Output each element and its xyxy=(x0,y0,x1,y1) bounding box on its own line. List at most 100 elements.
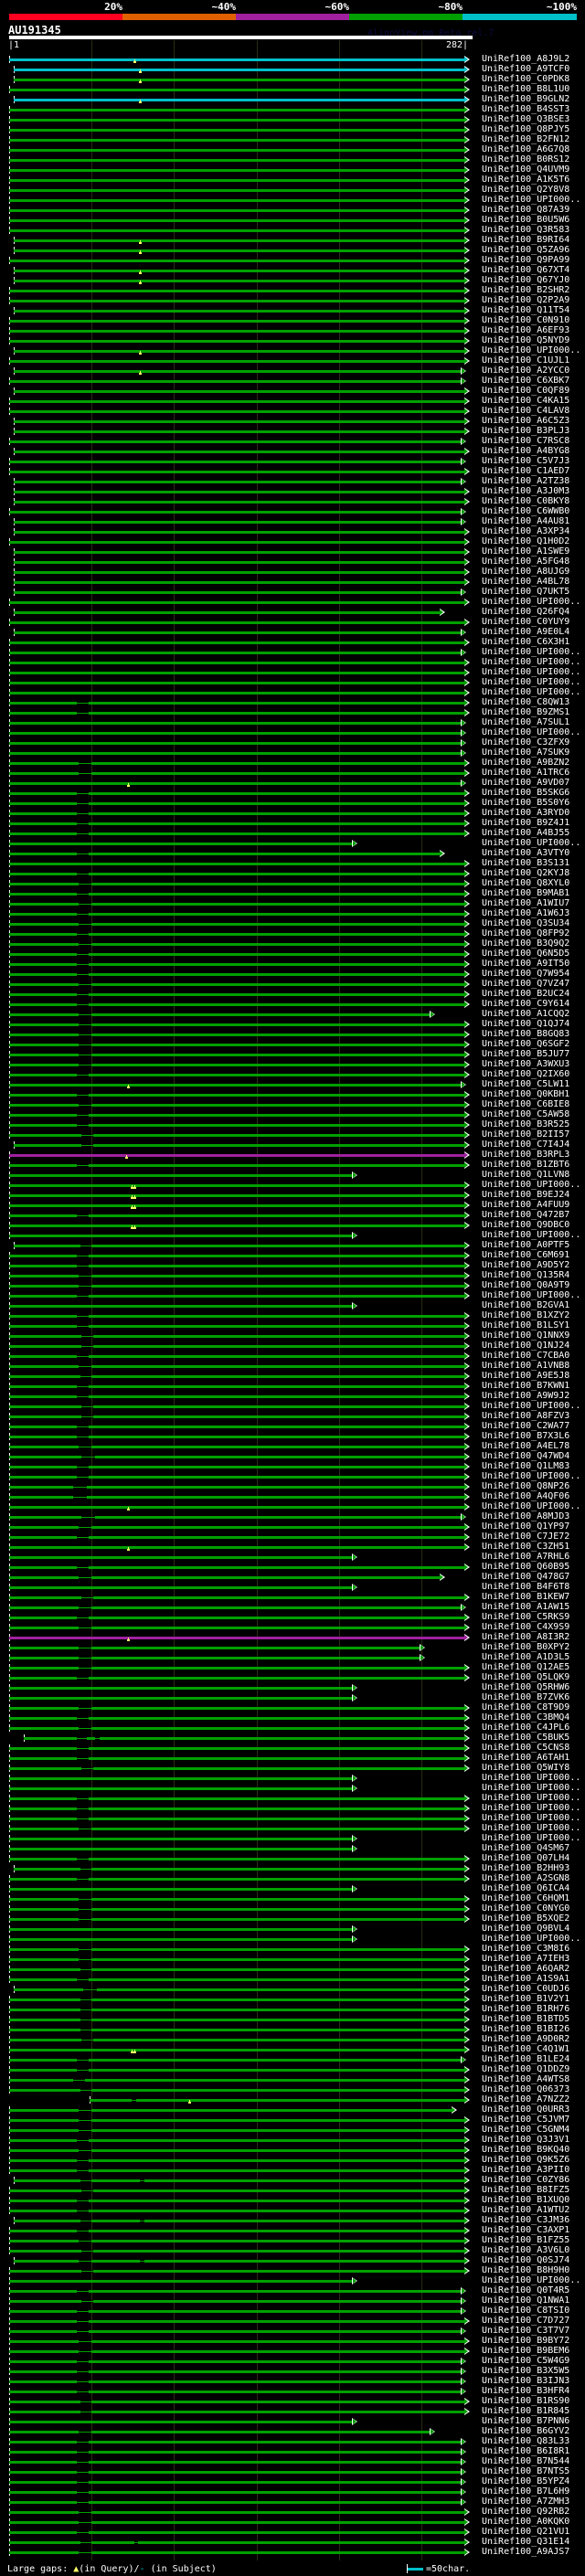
hit-label-link[interactable]: UniRef100_A8MJD3 xyxy=(482,1511,570,1521)
hit-label-link[interactable]: UniRef100_C3ZFX9 xyxy=(482,737,570,747)
hit-label-link[interactable]: UniRef100_Q92RB2 xyxy=(482,2507,570,2517)
hit-label-link[interactable]: UniRef100_UPI000.. xyxy=(482,1833,581,1843)
hit-label-link[interactable]: UniRef100_Q472B7 xyxy=(482,1210,570,1220)
hit-label-link[interactable]: UniRef100_B1KEW7 xyxy=(482,1592,570,1602)
hit-label-link[interactable]: UniRef100_Q9BVL4 xyxy=(482,1924,570,1934)
hit-label-link[interactable]: UniRef100_Q21VU1 xyxy=(482,2527,570,2537)
hit-label-link[interactable]: UniRef100_B3R525 xyxy=(482,1119,570,1129)
hit-label-link[interactable]: UniRef100_A8UJG9 xyxy=(482,567,570,577)
alignment-row[interactable]: UniRef100_C1UJL1 xyxy=(0,355,585,366)
hit-label-link[interactable]: UniRef100_Q9DBC0 xyxy=(482,1220,570,1230)
hit-label-link[interactable]: UniRef100_B8GQ83 xyxy=(482,1029,570,1039)
hit-label-link[interactable]: UniRef100_C5AW58 xyxy=(482,1109,570,1119)
alignment-row[interactable]: UniRef100_C5LW11 xyxy=(0,1079,585,1090)
hit-label-link[interactable]: UniRef100_Q67YJ0 xyxy=(482,275,570,285)
hit-label-link[interactable]: UniRef100_A6QAR2 xyxy=(482,1964,570,1974)
hit-label-link[interactable]: UniRef100_B9BEM6 xyxy=(482,2346,570,2356)
hit-label-link[interactable]: UniRef100_A9AJS7 xyxy=(482,2547,570,2557)
alignment-row[interactable]: UniRef100_A8MJD3 xyxy=(0,1511,585,1522)
hit-label-link[interactable]: UniRef100_Q1DDZ9 xyxy=(482,2064,570,2074)
hit-label-link[interactable]: UniRef100_Q31E14 xyxy=(482,2537,570,2547)
alignment-row[interactable]: UniRef100_A9D0R2 xyxy=(0,2034,585,2045)
alignment-row[interactable]: UniRef100_B9ZMS1 xyxy=(0,707,585,718)
alignment-row[interactable]: UniRef100_C4LAV8 xyxy=(0,406,585,417)
alignment-row[interactable]: UniRef100_C4KA15 xyxy=(0,396,585,407)
hit-label-link[interactable]: UniRef100_C0UDJ6 xyxy=(482,1984,570,1994)
hit-label-link[interactable]: UniRef100_Q5RHW6 xyxy=(482,1682,570,1692)
hit-label-link[interactable]: UniRef100_A7ZMH3 xyxy=(482,2496,570,2507)
hit-label-link[interactable]: UniRef100_C6XBK7 xyxy=(482,376,570,386)
alignment-row[interactable]: UniRef100_C3ZFX9 xyxy=(0,737,585,748)
hit-label-link[interactable]: UniRef100_C7D727 xyxy=(482,2316,570,2326)
hit-label-link[interactable]: UniRef100_UPI000.. xyxy=(482,647,581,657)
hit-label-link[interactable]: UniRef100_Q1LVN8 xyxy=(482,1170,570,1180)
hit-label-link[interactable]: UniRef100_B8IFZ5 xyxy=(482,2185,570,2195)
hit-label-link[interactable]: UniRef100_Q1QJ74 xyxy=(482,1019,570,1029)
hit-label-link[interactable]: UniRef100_A8FZV3 xyxy=(482,1411,570,1421)
alignment-row[interactable]: UniRef100_B1RS90 xyxy=(0,2396,585,2407)
alignment-row[interactable]: UniRef100_A1SWE9 xyxy=(0,546,585,557)
alignment-row[interactable]: UniRef100_UPI000.. xyxy=(0,1401,585,1412)
hit-label-link[interactable]: UniRef100_C0BKY8 xyxy=(482,496,570,506)
alignment-row[interactable]: UniRef100_C3JM36 xyxy=(0,2215,585,2226)
alignment-row[interactable]: UniRef100_Q3BSE3 xyxy=(0,114,585,125)
hit-label-link[interactable]: UniRef100_C5GNM4 xyxy=(482,2125,570,2135)
hit-label-link[interactable]: UniRef100_A2YCC0 xyxy=(482,366,570,376)
alignment-row[interactable]: UniRef100_Q1LM83 xyxy=(0,1461,585,1472)
hit-label-link[interactable]: UniRef100_C3T7V7 xyxy=(482,2326,570,2336)
alignment-row[interactable]: UniRef100_Q1H0D2 xyxy=(0,536,585,547)
hit-label-link[interactable]: UniRef100_UPI000.. xyxy=(482,1813,581,1823)
alignment-row[interactable]: UniRef100_UPI000.. xyxy=(0,1783,585,1794)
alignment-row[interactable]: UniRef100_B3IJN3 xyxy=(0,2376,585,2387)
hit-label-link[interactable]: UniRef100_Q8FP92 xyxy=(482,928,570,938)
hit-label-link[interactable]: UniRef100_Q5NYD9 xyxy=(482,335,570,345)
alignment-row[interactable]: UniRef100_A1TRC6 xyxy=(0,768,585,779)
alignment-row[interactable]: UniRef100_Q0KBH1 xyxy=(0,1089,585,1100)
alignment-row[interactable]: UniRef100_C0BKY8 xyxy=(0,496,585,507)
alignment-row[interactable]: UniRef100_Q9DBC0 xyxy=(0,1220,585,1231)
hit-label-link[interactable]: UniRef100_A9D5Y2 xyxy=(482,1260,570,1270)
alignment-row[interactable]: UniRef100_A6G7Q8 xyxy=(0,144,585,155)
hit-label-link[interactable]: UniRef100_C5JVM7 xyxy=(482,2115,570,2125)
alignment-row[interactable]: UniRef100_C4Q1W1 xyxy=(0,2044,585,2055)
alignment-row[interactable]: UniRef100_C3T7V7 xyxy=(0,2326,585,2337)
alignment-row[interactable]: UniRef100_C6HQM1 xyxy=(0,1893,585,1904)
hit-label-link[interactable]: UniRef100_C0NYG0 xyxy=(482,1903,570,1913)
alignment-row[interactable]: UniRef100_Q87A39 xyxy=(0,205,585,216)
alignment-row[interactable]: UniRef100_UPI000.. xyxy=(0,1934,585,1945)
hit-label-link[interactable]: UniRef100_B0XPY2 xyxy=(482,1642,570,1652)
alignment-row[interactable]: UniRef100_A6QAR2 xyxy=(0,1964,585,1975)
hit-label-link[interactable]: UniRef100_Q0URR3 xyxy=(482,2104,570,2115)
alignment-row[interactable]: UniRef100_Q26FQ4 xyxy=(0,607,585,618)
hit-label-link[interactable]: UniRef100_UPI000.. xyxy=(482,345,581,355)
hit-label-link[interactable]: UniRef100_UPI000.. xyxy=(482,727,581,737)
alignment-row[interactable]: UniRef100_A4BL78 xyxy=(0,577,585,588)
hit-label-link[interactable]: UniRef100_B1LSY1 xyxy=(482,1320,570,1330)
hit-label-link[interactable]: UniRef100_B9MAB1 xyxy=(482,888,570,898)
hit-label-link[interactable]: UniRef100_B9KQ40 xyxy=(482,2145,570,2155)
alignment-row[interactable]: UniRef100_UPI000.. xyxy=(0,677,585,688)
hit-label-link[interactable]: UniRef100_C0QF89 xyxy=(482,386,570,396)
alignment-row[interactable]: UniRef100_Q4SM67 xyxy=(0,1843,585,1854)
hit-label-link[interactable]: UniRef100_A4AU81 xyxy=(482,516,570,526)
alignment-row[interactable]: UniRef100_B7KWN1 xyxy=(0,1381,585,1392)
hit-label-link[interactable]: UniRef100_Q26FQ4 xyxy=(482,607,570,617)
hit-label-link[interactable]: UniRef100_A7RHL6 xyxy=(482,1552,570,1562)
alignment-row[interactable]: UniRef100_A9BZN2 xyxy=(0,758,585,769)
hit-label-link[interactable]: UniRef100_Q8NP26 xyxy=(482,1481,570,1491)
hit-label-link[interactable]: UniRef100_B7L6H9 xyxy=(482,2486,570,2496)
hit-label-link[interactable]: UniRef100_B1BI26 xyxy=(482,2024,570,2034)
alignment-row[interactable]: UniRef100_Q1LVN8 xyxy=(0,1170,585,1181)
alignment-row[interactable]: UniRef100_B4F6T8 xyxy=(0,1582,585,1593)
hit-label-link[interactable]: UniRef100_A3PII0 xyxy=(482,2165,570,2175)
hit-label-link[interactable]: UniRef100_B3HFR4 xyxy=(482,2386,570,2396)
hit-label-link[interactable]: UniRef100_UPI000.. xyxy=(482,1803,581,1813)
hit-label-link[interactable]: UniRef100_A9TCF0 xyxy=(482,64,570,74)
alignment-row[interactable]: UniRef100_UPI000.. xyxy=(0,1833,585,1844)
hit-label-link[interactable]: UniRef100_Q2IX60 xyxy=(482,1069,570,1079)
alignment-row[interactable]: UniRef100_B5JU77 xyxy=(0,1049,585,1060)
alignment-row[interactable]: UniRef100_A3VTY0 xyxy=(0,848,585,859)
alignment-row[interactable]: UniRef100_B2II57 xyxy=(0,1129,585,1140)
alignment-row[interactable]: UniRef100_Q7W954 xyxy=(0,969,585,980)
alignment-row[interactable]: UniRef100_B6GYV2 xyxy=(0,2426,585,2437)
